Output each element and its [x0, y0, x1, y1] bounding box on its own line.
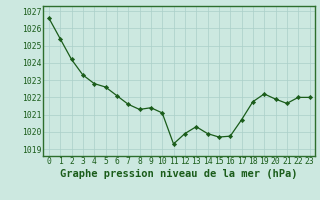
X-axis label: Graphe pression niveau de la mer (hPa): Graphe pression niveau de la mer (hPa) [60, 169, 298, 179]
